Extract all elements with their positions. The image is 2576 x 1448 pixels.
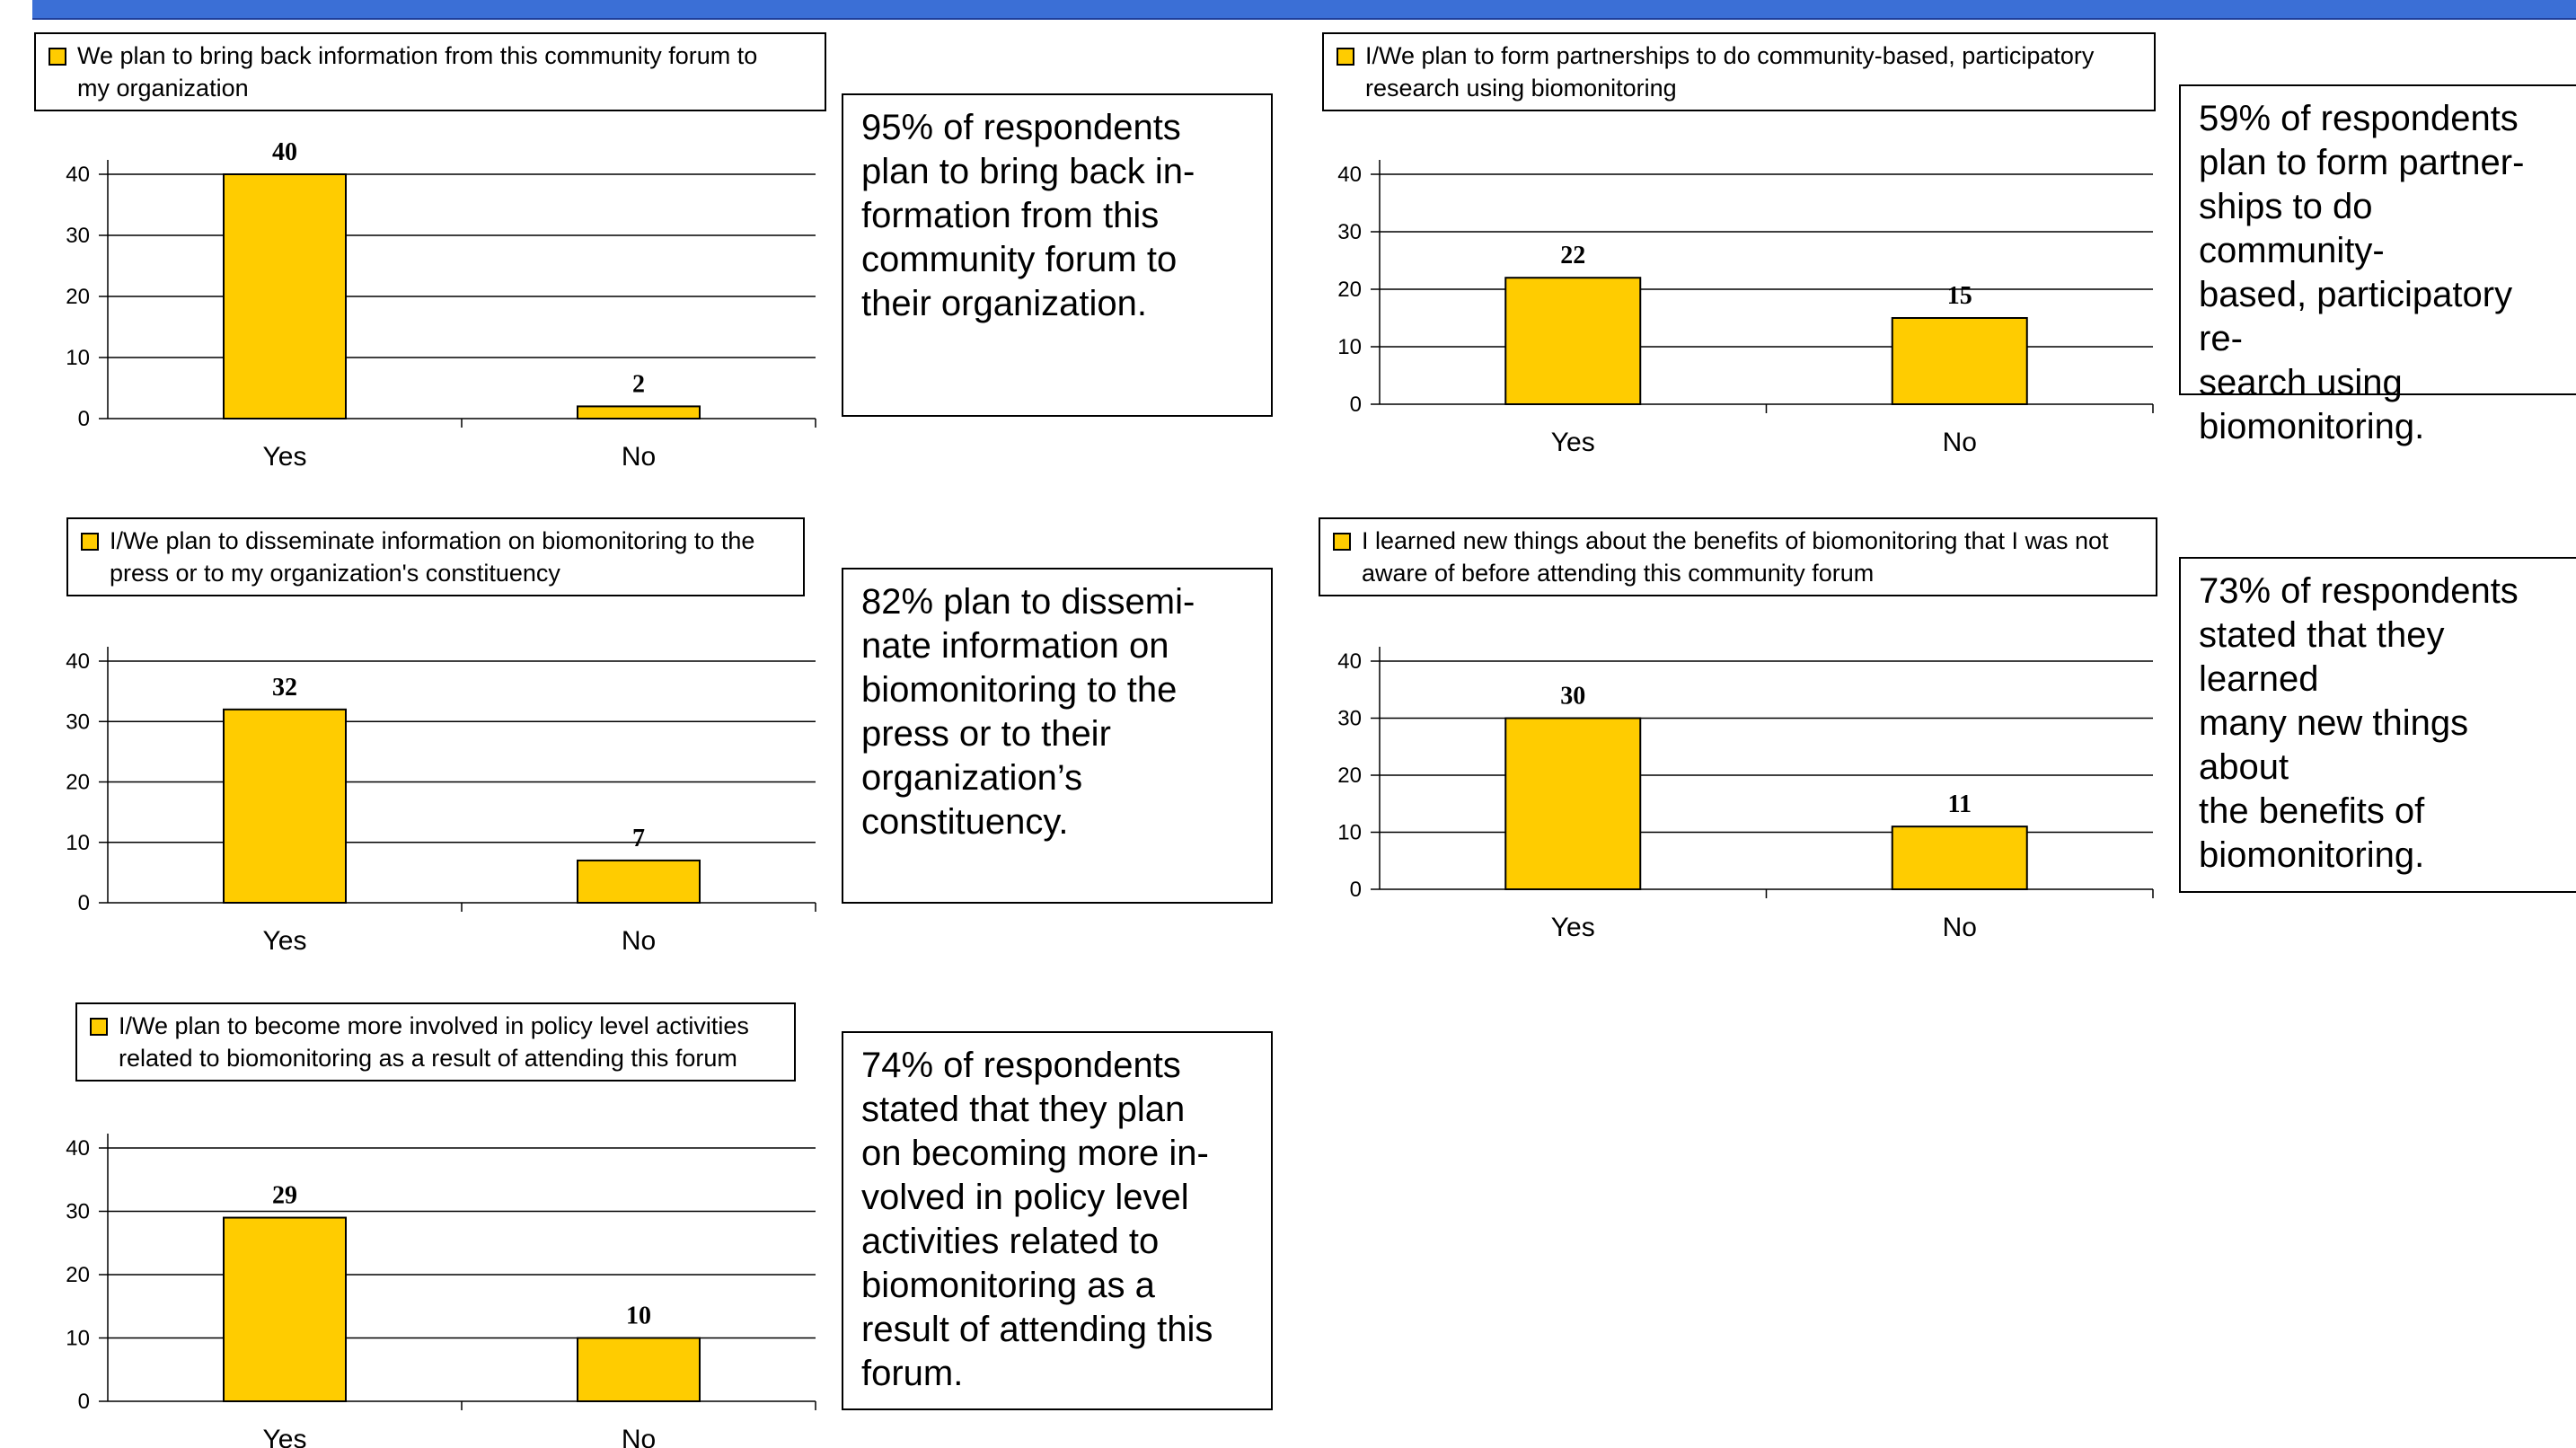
legend-swatch-icon: [1333, 533, 1351, 551]
summary-note-2: 59% of respondents plan to form partner-…: [2179, 84, 2576, 446]
bar-no: [577, 859, 701, 904]
data-label: 15: [1947, 282, 1972, 310]
y-tick-label: 10: [66, 1327, 90, 1351]
legend-line: press or to my organization's constituen…: [110, 560, 560, 587]
data-label: 32: [272, 674, 297, 702]
legend-line: We plan to bring back information from t…: [77, 42, 758, 69]
y-tick-label: 20: [66, 1263, 90, 1287]
x-category-label: No: [1943, 428, 1977, 457]
y-tick-label: 0: [78, 891, 90, 915]
y-tick-label: 0: [1350, 393, 1362, 417]
data-label: 22: [1560, 242, 1585, 269]
y-tick-label: 20: [66, 285, 90, 309]
x-category-label: Yes: [1551, 913, 1595, 942]
y-tick-label: 0: [78, 407, 90, 431]
y-tick-label: 0: [78, 1390, 90, 1414]
bar-no: [1891, 826, 2028, 891]
y-tick-label: 20: [66, 771, 90, 795]
bar-yes: [1504, 277, 1642, 406]
legend-line: my organization: [77, 75, 249, 102]
x-category-label: Yes: [1551, 428, 1595, 457]
data-label: 2: [632, 370, 645, 398]
x-category-label: Yes: [263, 1425, 307, 1448]
bar-no: [577, 1337, 701, 1402]
chart-legend-1: We plan to bring back information from t…: [34, 32, 826, 111]
y-tick-label: 20: [1337, 278, 1362, 302]
legend-swatch-icon: [1337, 48, 1354, 66]
summary-note-3: 82% plan to dissemi- nate information on…: [842, 568, 1273, 904]
y-tick-label: 10: [1337, 821, 1362, 845]
y-tick-label: 40: [1337, 163, 1362, 187]
y-tick-label: 20: [1337, 764, 1362, 788]
data-label: 7: [632, 825, 645, 852]
legend-line: I learned new things about the benefits …: [1362, 527, 2109, 554]
y-tick-label: 30: [1337, 707, 1362, 731]
bar-yes: [223, 1216, 347, 1403]
y-tick-label: 40: [1337, 649, 1362, 674]
summary-note-5: 74% of respondents stated that they plan…: [842, 1031, 1273, 1410]
x-category-label: No: [622, 442, 656, 472]
summary-note-4: 73% of respondents stated that they lear…: [2179, 557, 2576, 893]
bar-no: [577, 405, 701, 419]
legend-line: related to biomonitoring as a result of …: [119, 1045, 737, 1072]
legend-line: I/We plan to become more involved in pol…: [119, 1012, 749, 1039]
x-category-label: Yes: [263, 442, 307, 472]
legend-line: research using biomonitoring: [1365, 75, 1677, 102]
y-tick-label: 30: [66, 1200, 90, 1224]
legend-line: I/We plan to form partnerships to do com…: [1365, 42, 2095, 69]
bar-yes: [1504, 717, 1642, 890]
y-tick-label: 10: [1337, 335, 1362, 359]
y-tick-label: 30: [1337, 220, 1362, 244]
bar-no: [1891, 317, 2028, 405]
legend-line: I/We plan to disseminate information on …: [110, 527, 755, 554]
y-tick-label: 10: [66, 831, 90, 855]
chart-legend-4: I learned new things about the benefits …: [1319, 517, 2157, 596]
data-label: 11: [1948, 790, 1972, 818]
y-tick-label: 40: [66, 1136, 90, 1161]
legend-line: aware of before attending this community…: [1362, 560, 1875, 587]
chart-legend-2: I/We plan to form partnerships to do com…: [1322, 32, 2156, 111]
y-tick-label: 30: [66, 710, 90, 734]
legend-swatch-icon: [90, 1018, 108, 1036]
summary-note-1: 95% of respondents plan to bring back in…: [842, 93, 1273, 417]
y-tick-label: 0: [1350, 878, 1362, 902]
data-label: 40: [272, 138, 297, 166]
y-tick-label: 10: [66, 346, 90, 370]
bar-yes: [223, 708, 347, 904]
x-category-label: No: [622, 926, 656, 956]
x-category-label: Yes: [263, 926, 307, 956]
y-tick-label: 40: [66, 163, 90, 187]
chart-legend-3: I/We plan to disseminate information on …: [66, 517, 805, 596]
y-tick-label: 40: [66, 649, 90, 674]
chart-legend-5: I/We plan to become more involved in pol…: [75, 1002, 796, 1082]
legend-swatch-icon: [81, 533, 99, 551]
data-label: 30: [1560, 683, 1585, 711]
x-category-label: No: [1943, 913, 1977, 942]
bar-yes: [223, 173, 347, 419]
y-tick-label: 30: [66, 224, 90, 248]
data-label: 10: [626, 1302, 651, 1330]
x-category-label: No: [622, 1425, 656, 1448]
data-label: 29: [272, 1182, 297, 1210]
title-bar: [32, 0, 2576, 20]
legend-swatch-icon: [49, 48, 66, 66]
